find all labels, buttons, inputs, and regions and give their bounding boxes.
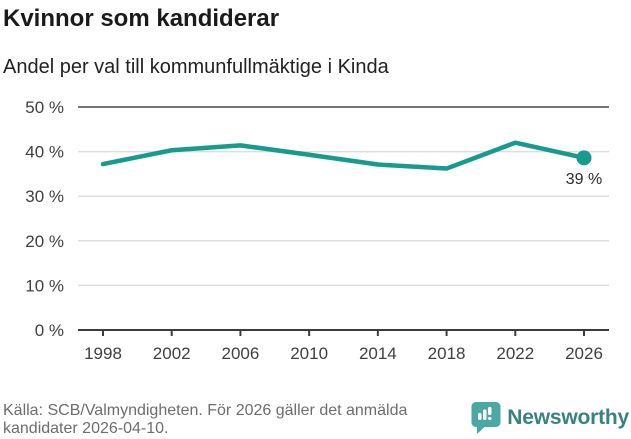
newsworthy-icon — [471, 402, 501, 434]
y-tick-label: 40 % — [25, 143, 64, 162]
y-tick-label: 30 % — [25, 187, 64, 206]
bar-chart-icon — [483, 409, 487, 420]
newsworthy-wordmark: Newsworthy — [507, 406, 629, 429]
y-tick-label: 0 % — [35, 321, 64, 340]
bar-chart-icon — [478, 413, 482, 420]
exclamation-icon — [488, 417, 492, 420]
data-line — [100, 140, 587, 171]
x-tick-label: 2018 — [428, 344, 466, 363]
x-tick-label: 2026 — [565, 344, 603, 363]
page-title: Kvinnor som kandiderar — [3, 5, 280, 32]
exclamation-icon — [488, 407, 492, 415]
end-point-label: 39 % — [566, 171, 602, 188]
y-tick-label: 10 % — [25, 276, 64, 295]
x-tick-label: 2010 — [290, 344, 328, 363]
y-tick-label: 20 % — [25, 232, 64, 251]
x-tick-label: 2022 — [496, 344, 534, 363]
newsworthy-logo-link[interactable]: Newsworthy — [471, 401, 629, 435]
chart-subtitle: Andel per val till kommunfullmäktige i K… — [3, 56, 389, 78]
x-tick-label: 1998 — [84, 344, 122, 363]
source-note: Källa: SCB/Valmyndigheten. För 2026 gäll… — [3, 402, 408, 437]
x-tick-label: 2002 — [153, 344, 191, 363]
y-tick-label: 50 % — [25, 98, 64, 117]
x-tick-label: 2014 — [359, 344, 397, 363]
x-tick-label: 2006 — [222, 344, 260, 363]
end-point-marker — [576, 150, 592, 166]
